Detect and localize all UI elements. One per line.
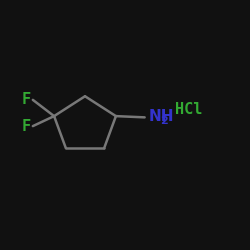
Text: HCl: HCl bbox=[175, 102, 202, 117]
Text: F: F bbox=[22, 92, 31, 107]
Text: F: F bbox=[22, 118, 31, 134]
Text: NH: NH bbox=[148, 108, 174, 124]
Text: 2: 2 bbox=[160, 116, 168, 126]
